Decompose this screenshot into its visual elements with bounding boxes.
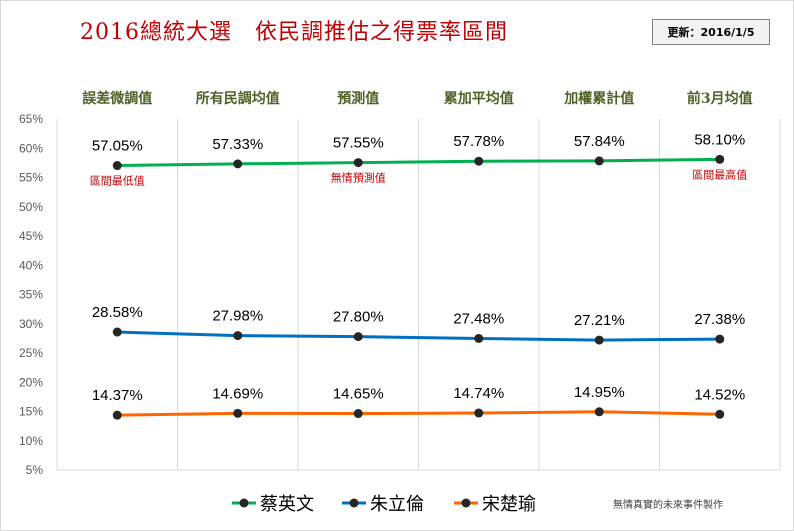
y-tick-label: 5%: [26, 463, 44, 477]
y-tick-label: 65%: [19, 112, 43, 126]
credit-text: 無情真實的未來事件製作: [613, 498, 723, 511]
data-label: 14.95%: [574, 384, 625, 401]
data-label: 58.10%: [694, 131, 745, 148]
data-point: [112, 327, 122, 337]
data-label: 14.37%: [92, 387, 143, 404]
series-line-1: [117, 330, 720, 342]
data-point: [715, 409, 725, 419]
category-label: 加權累計值: [563, 90, 634, 107]
data-label: 14.69%: [212, 385, 263, 402]
data-point: [594, 407, 604, 417]
y-tick-label: 15%: [19, 405, 43, 419]
category-label: 誤差微調值: [82, 90, 152, 107]
data-point: [715, 154, 725, 164]
data-label: 57.33%: [212, 136, 263, 153]
data-label: 28.58%: [92, 304, 143, 321]
y-tick-label: 35%: [19, 288, 43, 302]
data-point: [594, 335, 604, 345]
category-label: 所有民調均值: [196, 90, 280, 107]
y-tick-label: 60%: [19, 141, 43, 155]
y-tick-label: 50%: [19, 200, 43, 214]
y-tick-label: 30%: [19, 317, 43, 331]
update-date-box: 更新：2016/1/5: [652, 19, 770, 45]
annotation-label: 區間最低值: [90, 175, 145, 188]
data-label: 57.55%: [333, 135, 384, 152]
data-label: 27.80%: [333, 309, 384, 326]
legend-swatch-marker: [239, 498, 249, 508]
data-label: 14.52%: [694, 386, 745, 403]
data-point: [474, 333, 484, 343]
data-label: 27.38%: [694, 311, 745, 328]
data-label: 57.05%: [92, 138, 143, 155]
annotation-label: 無情預測值: [331, 171, 386, 185]
data-point: [233, 408, 243, 418]
data-label: 57.78%: [453, 133, 504, 150]
y-tick-label: 10%: [19, 434, 43, 448]
data-label: 14.65%: [333, 386, 384, 403]
data-label: 27.21%: [574, 312, 625, 329]
data-point: [233, 331, 243, 341]
data-point: [474, 408, 484, 418]
data-point: [353, 332, 363, 342]
category-label: 累加平均值: [444, 90, 514, 107]
series-line-2: [117, 410, 720, 417]
data-label: 27.48%: [453, 310, 504, 327]
data-label: 57.84%: [574, 133, 625, 150]
y-tick-label: 40%: [19, 258, 43, 272]
y-tick-label: 55%: [19, 171, 43, 185]
data-point: [715, 334, 725, 344]
data-point: [112, 410, 122, 420]
legend-swatch-marker: [461, 498, 471, 508]
y-tick-label: 25%: [19, 346, 43, 360]
data-point: [594, 156, 604, 166]
chart-title: 2016總統大選 依民調推估之得票率區間: [80, 20, 508, 45]
data-label: 14.74%: [453, 385, 504, 402]
data-point: [353, 158, 363, 168]
category-label: 前3月均值: [687, 90, 753, 107]
annotation-label: 區間最高值: [692, 167, 747, 181]
y-tick-label: 45%: [19, 229, 43, 243]
data-point: [233, 159, 243, 169]
legend-swatch-marker: [349, 498, 359, 508]
data-point: [112, 161, 122, 171]
category-label: 預測值: [337, 90, 379, 107]
data-label: 27.98%: [212, 308, 263, 325]
series-line-0: [117, 157, 720, 168]
y-tick-label: 20%: [19, 375, 43, 389]
legend-label: 蔡英文: [260, 494, 314, 515]
data-point: [474, 156, 484, 166]
legend-label: 宋楚瑜: [482, 494, 536, 515]
legend-label: 朱立倫: [370, 494, 424, 515]
data-point: [353, 409, 363, 419]
